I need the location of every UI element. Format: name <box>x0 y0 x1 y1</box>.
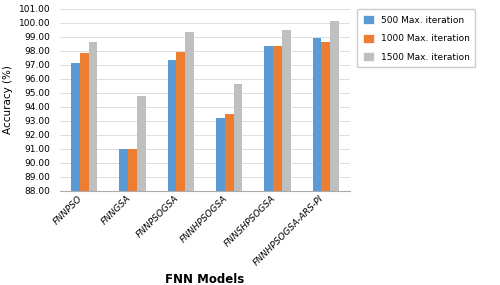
Bar <box>322 42 330 285</box>
Bar <box>225 114 234 285</box>
Bar <box>120 149 128 285</box>
Bar <box>88 42 97 285</box>
Bar <box>71 63 80 285</box>
Bar <box>264 46 273 285</box>
Bar <box>273 46 282 285</box>
Bar <box>128 149 137 285</box>
Bar <box>216 118 225 285</box>
Legend: 500 Max. iteration, 1000 Max. iteration, 1500 Max. iteration: 500 Max. iteration, 1000 Max. iteration,… <box>358 9 475 67</box>
Bar <box>313 38 322 285</box>
Bar <box>330 21 339 285</box>
Bar <box>234 84 242 285</box>
Bar <box>176 52 185 285</box>
X-axis label: FNN Models: FNN Models <box>166 273 244 285</box>
Bar <box>168 60 176 285</box>
Bar <box>137 95 145 285</box>
Bar <box>282 30 290 285</box>
Bar <box>80 54 88 285</box>
Bar <box>185 32 194 285</box>
Y-axis label: Accuracy (%): Accuracy (%) <box>3 65 13 134</box>
